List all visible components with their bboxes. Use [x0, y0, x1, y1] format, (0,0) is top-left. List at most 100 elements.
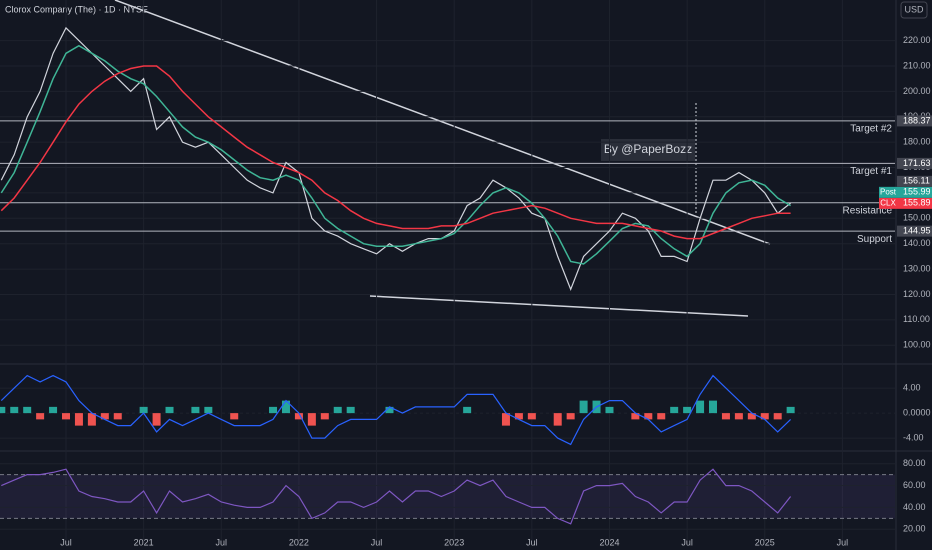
y-tick-label: 200.00 [903, 86, 931, 96]
histogram-bar [786, 406, 795, 414]
x-tick-label: 2023 [444, 537, 464, 547]
y-tick-label: 120.00 [903, 289, 931, 299]
histogram-bar [553, 413, 562, 426]
histogram-bar [113, 413, 122, 420]
price-tag-value: 171.63 [903, 158, 931, 168]
histogram-bar [230, 413, 239, 420]
histogram-bar [74, 413, 83, 426]
y-tick-label: 110.00 [903, 314, 930, 324]
histogram-bar [23, 406, 32, 414]
histogram-bar [36, 413, 45, 420]
histogram-bar [307, 413, 316, 426]
level-label: Resistance [843, 205, 893, 216]
histogram-bar [385, 406, 394, 414]
price-tag-name: Post [880, 187, 897, 196]
line [0, 26, 791, 292]
x-tick-label: Jul [60, 537, 72, 547]
histogram-bar [139, 406, 148, 414]
histogram-bar [191, 406, 200, 414]
histogram-bar [670, 406, 679, 414]
y-tick-label: 130.00 [903, 263, 931, 273]
price-tag [897, 115, 932, 127]
histogram-bar [696, 400, 705, 414]
histogram-bar [605, 406, 614, 414]
price-tag [897, 197, 932, 209]
y-tick-label: 150.00 [903, 213, 931, 223]
histogram-bar [281, 400, 290, 414]
line [1, 468, 792, 525]
histogram-bar [87, 413, 96, 426]
price-tag-value: 188.37 [903, 115, 931, 125]
histogram-bar [165, 406, 174, 414]
price-tag [897, 175, 932, 187]
x-tick-label: Jul [837, 537, 849, 547]
y-tick-label: 0.0000 [903, 408, 931, 418]
x-tick-label: Jul [371, 537, 383, 547]
y-tick-label: 4.00 [903, 383, 921, 393]
histogram-bar [631, 413, 640, 420]
y-tick-label: -4.00 [903, 433, 924, 443]
x-tick-label: 2025 [755, 537, 775, 547]
x-tick-label: 2022 [289, 537, 309, 547]
histogram-bar [709, 400, 717, 414]
currency-box [900, 1, 928, 19]
histogram-bar [747, 413, 756, 420]
histogram-bar [501, 413, 510, 426]
histogram-bar [100, 413, 109, 420]
price-tag-value: 156.11 [903, 176, 930, 186]
trend-line [369, 295, 749, 317]
y-tick-label: 60.00 [903, 480, 926, 490]
level-label: Target #2 [850, 124, 892, 135]
price-tag-value: 155.99 [903, 187, 931, 197]
y-tick-label: 100.00 [903, 340, 931, 350]
price-tag [897, 186, 932, 198]
rsi-band [0, 474, 895, 519]
price-tag [897, 157, 932, 169]
y-tick-label: 180.00 [903, 137, 931, 147]
histogram-bar [579, 400, 588, 414]
y-tick-label: 80.00 [903, 458, 926, 468]
histogram-bar [346, 406, 355, 414]
x-tick-label: Jul [526, 537, 538, 547]
y-tick-label: 220.00 [903, 35, 931, 45]
price-tag [897, 225, 932, 237]
x-tick-label: 2024 [599, 537, 619, 547]
line [0, 374, 792, 446]
price-tag-name: CLX [880, 198, 896, 207]
histogram-bar [269, 406, 278, 414]
histogram-bar [734, 413, 743, 420]
histogram-bar [527, 413, 536, 420]
level-label: Target #1 [850, 166, 892, 177]
chart-title: Clorox Company (The) · 1D · NYSE [5, 4, 148, 14]
histogram-bar [566, 413, 575, 420]
price-tag-value: 155.89 [903, 198, 931, 208]
y-tick-label: 140.00 [903, 238, 931, 248]
annotation-box [601, 139, 695, 161]
histogram-bar [294, 413, 303, 420]
y-tick-label: 210.00 [903, 60, 931, 70]
line [0, 65, 791, 240]
histogram-bar [773, 413, 782, 420]
histogram-bar [204, 406, 213, 414]
x-tick-label: 2021 [134, 537, 154, 547]
price-tag-value: 144.95 [903, 226, 931, 236]
histogram-bar [10, 406, 19, 414]
histogram-bar [333, 406, 342, 414]
histogram-bar [644, 413, 653, 420]
histogram-bar [62, 413, 70, 420]
x-tick-label: Jul [216, 537, 228, 547]
y-tick-label: 40.00 [903, 502, 926, 512]
histogram-bar [49, 406, 58, 414]
line [0, 44, 791, 265]
y-tick-label: 20.00 [903, 524, 926, 534]
histogram-bar [320, 413, 329, 420]
histogram-bar [760, 413, 769, 420]
price-tag-name-box [879, 186, 897, 198]
histogram-bar [721, 413, 730, 420]
histogram-bar [463, 406, 472, 414]
price-tag-name-box [879, 197, 897, 209]
histogram-bar [152, 413, 161, 426]
histogram-bar [657, 413, 666, 420]
